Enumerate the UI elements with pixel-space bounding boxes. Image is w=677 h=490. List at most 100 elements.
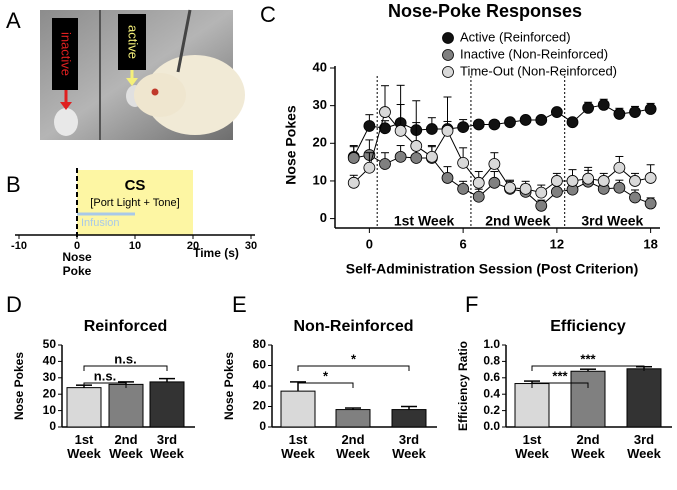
series-marker (488, 158, 501, 170)
bar (391, 409, 427, 428)
active-sign (118, 14, 146, 70)
series-marker (379, 158, 391, 170)
y-tick-label: 50 (43, 337, 57, 351)
x-tick-label: 3rd Week (392, 432, 426, 461)
y-tick-label: 0.8 (483, 354, 500, 368)
y-tick-label: 30 (43, 370, 57, 384)
inactive-label: inactive (59, 32, 74, 76)
chart-title: Efficiency (550, 318, 626, 335)
y-tick-label: 40 (253, 378, 267, 392)
series-marker (550, 106, 563, 118)
panel-letter: F (465, 292, 478, 317)
series-marker (597, 98, 610, 111)
significance-bracket (531, 382, 589, 388)
series-marker (629, 106, 641, 118)
series-marker (441, 172, 454, 184)
cs-box (77, 170, 193, 235)
significance-label: n.s. (114, 351, 136, 366)
series-marker (550, 175, 563, 187)
cs-label: CS (125, 177, 146, 194)
y-tick-label: 20 (313, 135, 327, 150)
significance-bracket (531, 365, 645, 371)
significance-label: * (323, 368, 329, 383)
series-marker (472, 190, 485, 203)
legend-marker (442, 32, 454, 44)
y-axis-label: Efficiency Ratio (456, 341, 470, 431)
y-tick-label: 20 (43, 386, 57, 400)
x-tick-label: 0 (366, 236, 373, 251)
y-tick-label: 60 (253, 358, 267, 372)
rat-eye (151, 88, 159, 96)
series-marker (613, 161, 626, 174)
series-marker (363, 120, 376, 132)
y-axis-label: Nose Pokes (12, 352, 26, 420)
y-axis-label: Nose Pokes (283, 105, 299, 185)
series-marker (550, 185, 563, 198)
y-tick-label: 40 (313, 59, 327, 74)
series-marker (644, 172, 657, 184)
y-tick-label: 0.4 (483, 386, 500, 400)
y-tick-label: 0 (320, 210, 327, 225)
y-tick-label: 0 (49, 419, 56, 433)
x-tick-label: 12 (550, 236, 564, 251)
series-marker (504, 116, 516, 129)
series-marker (582, 102, 595, 114)
x-tick-label: 10 (129, 240, 141, 252)
tether (176, 9, 192, 73)
legend-marker (442, 49, 454, 61)
significance-bracket (83, 365, 168, 371)
bar (335, 409, 371, 428)
series-marker (488, 176, 501, 189)
series-marker (363, 161, 376, 174)
series-marker (410, 140, 423, 152)
x-tick-label: 2nd Week (109, 432, 143, 461)
series-marker (613, 108, 626, 120)
y-tick-label: 80 (253, 337, 267, 351)
series-marker (566, 175, 579, 187)
active-arrowhead (126, 78, 138, 86)
inactive-arrowhead (60, 102, 72, 110)
chart-title: Nose-Poke Responses (388, 1, 582, 21)
bar (626, 368, 662, 428)
week-label: 1st Week (394, 213, 455, 229)
significance-label: *** (580, 351, 596, 366)
panel-letter: A (6, 8, 21, 33)
panel-letter: C (260, 2, 276, 27)
significance-label: *** (552, 368, 568, 383)
significance-label: n.s. (94, 368, 116, 383)
series-marker (597, 175, 610, 187)
week-label: 2nd Week (485, 213, 550, 229)
significance-bracket (83, 382, 127, 388)
x-tick-label: 3rd Week (150, 432, 184, 461)
series-marker (425, 123, 438, 135)
legend-label: Active (Reinforced) (460, 29, 571, 44)
x-tick-label: 1st Week (67, 432, 101, 461)
series-marker (457, 156, 470, 169)
series-marker (504, 181, 516, 194)
x-tick-label: 6 (460, 236, 467, 251)
series-marker (472, 176, 485, 189)
cs-sublabel: [Port Light + Tone] (90, 197, 179, 209)
bar (514, 383, 550, 428)
series-marker (379, 106, 391, 118)
x-axis-label: Self-Administration Session (Post Criter… (346, 261, 638, 277)
event-label: Nose Poke (62, 250, 92, 278)
x-tick-label: 20 (187, 240, 199, 252)
y-tick-label: 40 (43, 354, 57, 368)
series-marker (441, 124, 454, 137)
x-tick-label: 2nd Week (336, 432, 370, 461)
x-tick-label: 2nd Week (571, 432, 605, 461)
x-tick-label: 1st Week (515, 432, 549, 461)
panel-letter: B (6, 172, 21, 197)
significance-bracket (297, 365, 410, 371)
series-marker (425, 150, 438, 163)
bar (280, 390, 316, 428)
series-marker (519, 114, 532, 126)
series-marker (410, 152, 423, 164)
series-marker (629, 175, 641, 187)
week-label: 3rd Week (581, 213, 643, 229)
x-axis-label: Time (s) (193, 246, 239, 260)
series-marker (566, 116, 579, 129)
y-axis-label: Nose Pokes (222, 352, 236, 420)
